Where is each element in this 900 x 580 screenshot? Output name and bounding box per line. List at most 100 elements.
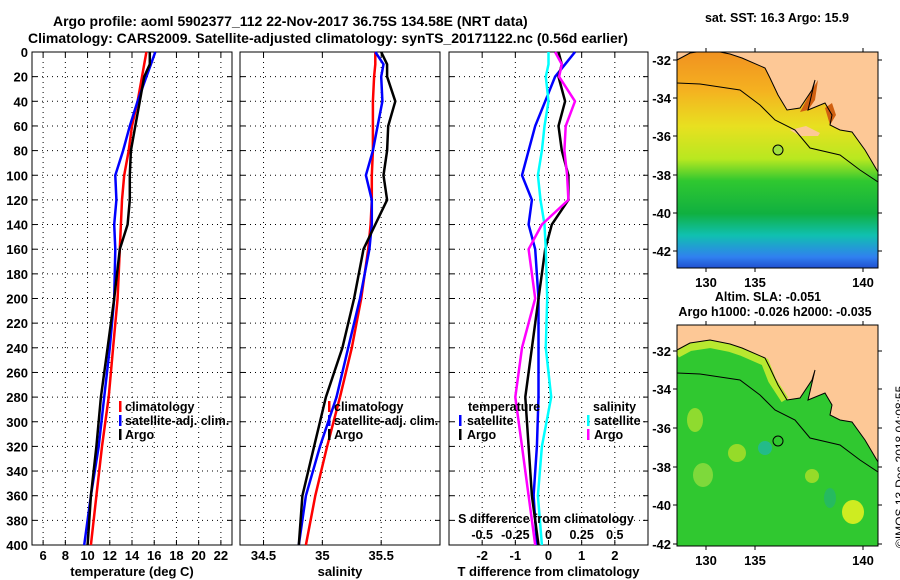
sla-coastal-band (677, 339, 789, 403)
y-tick-label: 160 (6, 242, 28, 257)
s-axis-label: S difference from climatology (458, 512, 634, 526)
legend-swatch (119, 429, 122, 440)
x-tick-label: 8 (62, 548, 69, 563)
legend-swatch (587, 429, 590, 440)
x-tick-label: 22 (214, 548, 228, 563)
x-tick-label: 35 (315, 548, 329, 563)
legend-swatch (328, 401, 331, 412)
lat-tick-label: -36 (652, 129, 671, 144)
y-tick-label: 400 (6, 538, 28, 553)
x-axis-label: temperature (deg C) (70, 564, 194, 579)
legend-swatch (587, 415, 590, 426)
lat-tick-label: -42 (652, 244, 671, 259)
y-tick-label: 360 (6, 489, 28, 504)
legend-label: Argo (125, 428, 155, 442)
lon-tick-label: 130 (695, 553, 717, 568)
copyright-stamp: ©IMOS 13-Dec-2018 04:08:55 (893, 385, 900, 548)
legend-swatch (328, 415, 331, 426)
lat-tick-label: -40 (652, 206, 671, 221)
salinity-profile: 34.5 35 35.5 salinity climatologysatellite-a… (239, 51, 441, 579)
legend-label: satellite-adj. clim. (125, 414, 229, 428)
y-tick-label: 240 (6, 341, 28, 356)
x-tick-label: -1 (510, 548, 522, 563)
sst-ocean (677, 52, 878, 268)
s-tick-label: -0.25 (501, 528, 530, 542)
sla-map (676, 324, 879, 547)
legend-label: satellite-adj. clim. (334, 414, 438, 428)
x-tick-label: 14 (125, 548, 140, 563)
x-tick-label: 2 (611, 548, 618, 563)
x-tick-label: 35.5 (369, 548, 394, 563)
y-tick-label: 0 (21, 45, 28, 60)
x-axis-label: salinity (318, 564, 364, 579)
series-line-climatology (89, 51, 148, 546)
x-tick-label: -2 (476, 548, 488, 563)
legend-label: Argo (594, 428, 624, 442)
difference-profile: -2 -1 0 1 2T difference from climatology temp… (448, 51, 649, 579)
s-tick-label: -0.5 (471, 528, 493, 542)
lat-tick-label: -36 (652, 421, 671, 436)
temperature-profile: 0 20 40 60 80 100 120 140 160 180 200 220 240 260 280 3… (6, 45, 233, 579)
lon-tick-label: 140 (852, 275, 874, 290)
x-tick-label: 16 (147, 548, 161, 563)
lat-tick-label: -34 (652, 91, 672, 106)
legend-label: Argo (467, 428, 497, 442)
y-tick-label: 280 (6, 390, 28, 405)
x-axis-label: T difference from climatology (457, 564, 640, 579)
y-tick-label: 220 (6, 316, 28, 331)
s-tick-label: 0 (545, 528, 552, 542)
y-tick-label: 40 (14, 94, 28, 109)
sla-bathymetry-contour (677, 372, 878, 473)
sla-map-title-line1: Altim. SLA: -0.051 (715, 290, 821, 304)
legend-swatch (459, 415, 462, 426)
series-line-satellite (536, 52, 553, 546)
y-tick-label: 80 (14, 144, 28, 159)
sst-map-title: sat. SST: 16.3 Argo: 15.9 (705, 11, 849, 25)
series-line-argo (524, 51, 570, 546)
y-tick-label: 260 (6, 365, 28, 380)
lat-tick-label: -38 (652, 168, 671, 183)
y-tick-label: 140 (6, 218, 28, 233)
lon-tick-label: 140 (852, 553, 874, 568)
legend-label: climatology (334, 400, 404, 414)
y-tick-label: 380 (6, 513, 28, 528)
sla-map-title-line2: Argo h1000: -0.026 h2000: -0.035 (678, 305, 871, 319)
series-line-argo (297, 51, 397, 546)
lat-tick-label: -42 (652, 537, 671, 552)
legend-label: Argo (334, 428, 364, 442)
legend-title-temperature: temperature (468, 400, 540, 414)
x-tick-label: 12 (103, 548, 117, 563)
y-tick-label: 200 (6, 292, 28, 307)
x-tick-label: 6 (39, 548, 46, 563)
plot-title-line1: Argo profile: aoml 5902377_112 22-Nov-20… (53, 13, 528, 29)
y-tick-label: 300 (6, 415, 28, 430)
sst-bathymetry-contour (677, 82, 878, 183)
y-tick-label: 320 (6, 439, 28, 454)
x-tick-label: 10 (80, 548, 94, 563)
lat-tick-label: -34 (652, 382, 672, 397)
x-tick-label: 1 (578, 548, 585, 563)
y-tick-label: 340 (6, 464, 28, 479)
legend-swatch (119, 415, 122, 426)
argo-location-marker (772, 144, 784, 156)
x-tick-label: 0 (545, 548, 552, 563)
y-tick-label: 120 (6, 193, 28, 208)
sst-coastline (677, 52, 878, 173)
y-tick-label: 100 (6, 168, 28, 183)
argo-location-marker-sla (772, 435, 784, 447)
legend-label: climatology (125, 400, 195, 414)
lon-tick-label: 130 (695, 275, 717, 290)
plot-title-line2: Climatology: CARS2009. Satellite-adjuste… (28, 30, 628, 46)
lat-tick-label: -32 (652, 53, 671, 68)
legend-label: satellite (594, 414, 641, 428)
series-line-argo (514, 51, 577, 546)
lat-tick-label: -32 (652, 344, 671, 359)
series-line-satellite (520, 51, 576, 546)
y-tick-label: 180 (6, 267, 28, 282)
plot-frame (448, 51, 649, 546)
sst-map (676, 51, 879, 269)
legend-title-salinity: salinity (593, 400, 636, 414)
x-tick-label: 20 (191, 548, 205, 563)
y-tick-label: 20 (14, 70, 28, 85)
